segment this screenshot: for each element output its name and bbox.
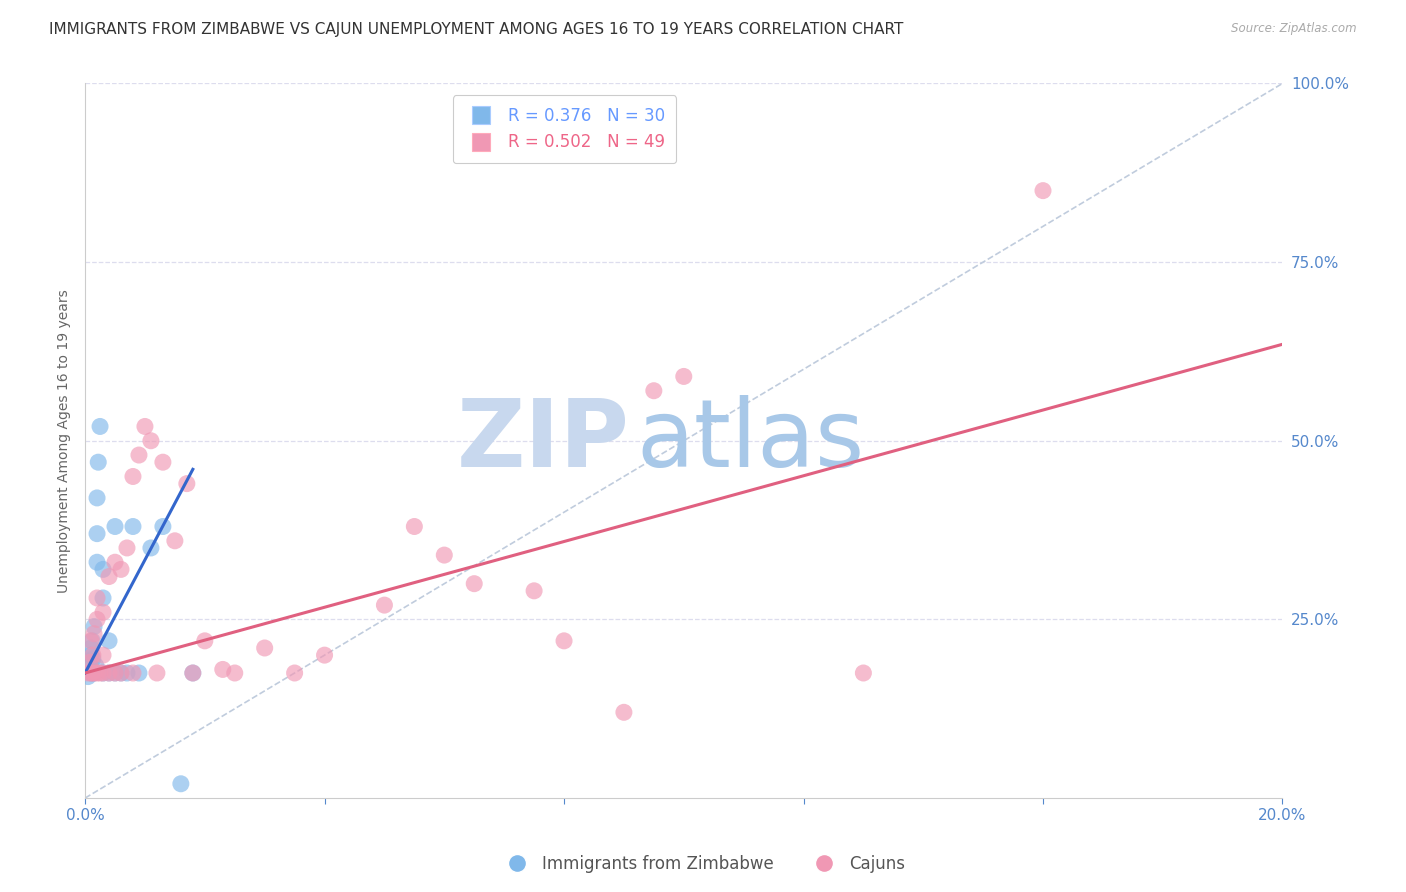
Point <box>170 777 193 791</box>
Point <box>128 448 150 462</box>
Text: atlas: atlas <box>636 395 865 487</box>
Point <box>83 665 105 680</box>
Point <box>115 665 138 680</box>
Point <box>672 369 695 384</box>
Text: Source: ZipAtlas.com: Source: ZipAtlas.com <box>1232 22 1357 36</box>
Point <box>87 455 110 469</box>
Point <box>463 576 485 591</box>
Point <box>224 665 246 680</box>
Point <box>433 548 456 562</box>
Point <box>404 519 426 533</box>
Point <box>77 669 100 683</box>
Point <box>98 665 121 680</box>
Point <box>98 633 121 648</box>
Point <box>253 640 276 655</box>
Point <box>86 665 108 680</box>
Point <box>1032 184 1054 198</box>
Point <box>115 541 138 555</box>
Point <box>134 419 156 434</box>
Point <box>152 455 174 469</box>
Point <box>163 533 186 548</box>
Point <box>373 598 395 612</box>
Point <box>194 633 217 648</box>
Text: IMMIGRANTS FROM ZIMBABWE VS CAJUN UNEMPLOYMENT AMONG AGES 16 TO 19 YEARS CORRELA: IMMIGRANTS FROM ZIMBABWE VS CAJUN UNEMPL… <box>49 22 904 37</box>
Point <box>91 648 114 662</box>
Point <box>80 648 103 662</box>
Point <box>89 665 111 680</box>
Point <box>314 648 336 662</box>
Point <box>83 665 105 680</box>
Point <box>77 665 100 680</box>
Point <box>146 665 169 680</box>
Text: ZIP: ZIP <box>457 395 630 487</box>
Point <box>104 665 127 680</box>
Point <box>128 665 150 680</box>
Point <box>84 658 107 673</box>
Point <box>181 665 204 680</box>
Point <box>104 665 127 680</box>
Point <box>91 591 114 605</box>
Point <box>91 665 114 680</box>
Point <box>122 469 145 483</box>
Point <box>91 605 114 619</box>
Point <box>82 665 104 680</box>
Point <box>176 476 198 491</box>
Point <box>86 555 108 569</box>
Point <box>91 665 114 680</box>
Point <box>83 619 105 633</box>
Point <box>86 591 108 605</box>
Y-axis label: Unemployment Among Ages 16 to 19 years: Unemployment Among Ages 16 to 19 years <box>58 289 72 592</box>
Point <box>79 655 101 669</box>
Point <box>89 419 111 434</box>
Point <box>86 612 108 626</box>
Point <box>80 665 103 680</box>
Point <box>122 519 145 533</box>
Point <box>122 665 145 680</box>
Point <box>110 665 132 680</box>
Point <box>80 640 103 655</box>
Point <box>91 562 114 576</box>
Point <box>83 626 105 640</box>
Point <box>139 434 162 448</box>
Point <box>86 526 108 541</box>
Point <box>110 562 132 576</box>
Point <box>523 583 546 598</box>
Point <box>82 633 104 648</box>
Point <box>613 706 636 720</box>
Point <box>104 519 127 533</box>
Point <box>98 665 121 680</box>
Point <box>80 665 103 680</box>
Point <box>79 655 101 669</box>
Point <box>284 665 307 680</box>
Legend: Immigrants from Zimbabwe, Cajuns: Immigrants from Zimbabwe, Cajuns <box>494 848 912 880</box>
Point <box>80 633 103 648</box>
Point <box>110 665 132 680</box>
Point <box>104 555 127 569</box>
Point <box>152 519 174 533</box>
Point <box>139 541 162 555</box>
Point <box>86 491 108 505</box>
Point <box>98 569 121 583</box>
Point <box>553 633 575 648</box>
Point <box>852 665 875 680</box>
Point <box>643 384 665 398</box>
Point <box>211 662 233 676</box>
Point <box>181 665 204 680</box>
Point <box>82 651 104 665</box>
Legend: R = 0.376   N = 30, R = 0.502   N = 49: R = 0.376 N = 30, R = 0.502 N = 49 <box>453 95 676 163</box>
Point <box>82 648 104 662</box>
